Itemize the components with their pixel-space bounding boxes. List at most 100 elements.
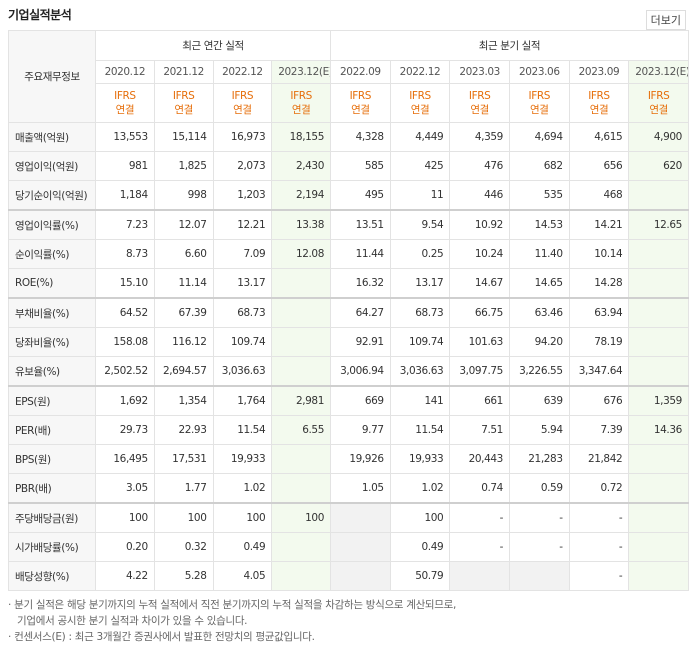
value-cell: 92.91 (330, 327, 391, 357)
basis-text: 연결 (410, 104, 430, 116)
value-cell: 3,097.75 (449, 356, 510, 387)
period-header: 2021.12 (153, 60, 214, 84)
note: 기업에서 공시한 분기 실적과 차이가 있을 수 있습니다. (17, 615, 248, 627)
basis-text: 연결 (470, 104, 489, 116)
basis-text: 연결 (530, 104, 549, 116)
basis-text: IFRS (409, 90, 431, 102)
period-header: 2023.12(E) (271, 60, 331, 84)
value-cell: 0.49 (212, 532, 273, 562)
period-header: 2023.09 (568, 60, 630, 84)
value-cell: 6.55 (271, 415, 331, 445)
value-cell: 78.19 (568, 327, 630, 357)
value-cell: 109.74 (212, 327, 273, 357)
value-cell: 94.20 (508, 327, 570, 357)
data-row: BPS(원) 16,495 17,531 19,933 19,926 19,933 20,4… (8, 444, 689, 474)
data-row: 당기순이익(억원) 1,184 998 1,203 2,194 495 11 446 535 46… (8, 180, 689, 211)
basis-text: IFRS (231, 90, 254, 102)
value-cell: 68.73 (389, 297, 451, 328)
value-cell: 1,184 (95, 180, 155, 211)
value-cell: 4,694 (508, 122, 570, 152)
value-cell: 0.72 (568, 473, 630, 504)
value-cell: 682 (508, 151, 570, 181)
basis-text: IFRS (647, 90, 670, 102)
row-label: PBR(배) (8, 473, 96, 504)
period-header: 2023.06 (508, 60, 570, 84)
basis-text: 연결 (649, 104, 668, 116)
value-cell: 7.23 (95, 209, 155, 240)
value-cell: 16,973 (212, 122, 273, 152)
value-cell (628, 502, 689, 533)
data-row: EPS(원) 1,692 1,354 1,764 2,981 669 141 661 639 67… (8, 385, 689, 416)
value-cell (271, 327, 331, 357)
more-link[interactable]: 더보기 (645, 10, 686, 30)
value-cell: 14.65 (508, 268, 570, 299)
value-cell: 3,036.63 (212, 356, 273, 387)
value-cell (628, 444, 689, 474)
value-cell: 676 (568, 385, 630, 416)
value-cell: 4,328 (330, 122, 391, 152)
value-cell: 11.14 (153, 268, 214, 299)
value-cell: 1.02 (389, 473, 451, 504)
value-cell (628, 297, 689, 328)
value-cell: 2,430 (271, 151, 331, 181)
value-cell: 7.51 (449, 415, 510, 445)
value-cell: 0.49 (389, 532, 451, 562)
row-label: 매출액(억원) (8, 122, 96, 152)
row-label: BPS(원) (8, 444, 96, 474)
basis-header: IFRS 연결 (449, 83, 510, 123)
period-header: 2022.12 (389, 60, 451, 84)
value-cell: 19,933 (389, 444, 451, 474)
row-label: 당좌비율(%) (8, 327, 96, 357)
value-cell: 11.40 (508, 239, 570, 269)
value-cell: 50.79 (389, 561, 451, 591)
value-cell (449, 561, 510, 591)
value-cell: 109.74 (389, 327, 451, 357)
value-cell: 14.67 (449, 268, 510, 299)
value-cell: - (568, 532, 630, 562)
basis-header: IFRS 연결 (389, 83, 451, 123)
value-cell: 669 (330, 385, 391, 416)
value-cell: 0.74 (449, 473, 510, 504)
value-cell (508, 561, 570, 591)
value-cell: 468 (568, 180, 630, 211)
value-cell: 7.39 (568, 415, 630, 445)
data-row: 순이익률(%) 8.73 6.60 7.09 12.08 11.44 0.25 10.24 11… (8, 239, 689, 269)
value-cell: 1,359 (628, 385, 689, 416)
value-cell: 20,443 (449, 444, 510, 474)
value-cell: 158.08 (95, 327, 155, 357)
value-cell: 1,203 (212, 180, 273, 211)
value-cell: 13,553 (95, 122, 155, 152)
corner-header: 주요재무정보 (8, 30, 96, 123)
row-label: EPS(원) (8, 385, 96, 416)
period-header: 2023.12(E) (628, 60, 689, 84)
row-label: 영업이익률(%) (8, 209, 96, 240)
value-cell: 22.93 (153, 415, 214, 445)
value-cell: 14.36 (628, 415, 689, 445)
value-cell: 7.09 (212, 239, 273, 269)
value-cell: 2,073 (212, 151, 273, 181)
value-cell: 14.28 (568, 268, 630, 299)
data-row: 배당성향(%) 4.22 5.28 4.05 50.79 - (8, 561, 689, 591)
basis-text: IFRS (290, 90, 312, 102)
value-cell: 12.07 (153, 209, 214, 240)
value-cell: 15.10 (95, 268, 155, 299)
basis-text: IFRS (468, 90, 491, 102)
value-cell: 656 (568, 151, 630, 181)
basis-text: IFRS (588, 90, 610, 102)
value-cell: 11 (389, 180, 451, 211)
value-cell: 67.39 (153, 297, 214, 328)
value-cell: 100 (271, 502, 331, 533)
value-cell: 9.77 (330, 415, 391, 445)
value-cell: 2,194 (271, 180, 331, 211)
row-label: 주당배당금(원) (8, 502, 96, 533)
value-cell (330, 502, 391, 533)
value-cell: 19,926 (330, 444, 391, 474)
basis-header: IFRS 연결 (212, 83, 273, 123)
basis-text: 연결 (351, 104, 370, 116)
value-cell: 3,226.55 (508, 356, 570, 387)
group-header: 최근 연간 실적 (95, 30, 331, 61)
value-cell: 4.22 (95, 561, 155, 591)
section-title: 기업실적분석 (8, 8, 72, 22)
value-cell: 64.52 (95, 297, 155, 328)
row-label: 배당성향(%) (8, 561, 96, 591)
